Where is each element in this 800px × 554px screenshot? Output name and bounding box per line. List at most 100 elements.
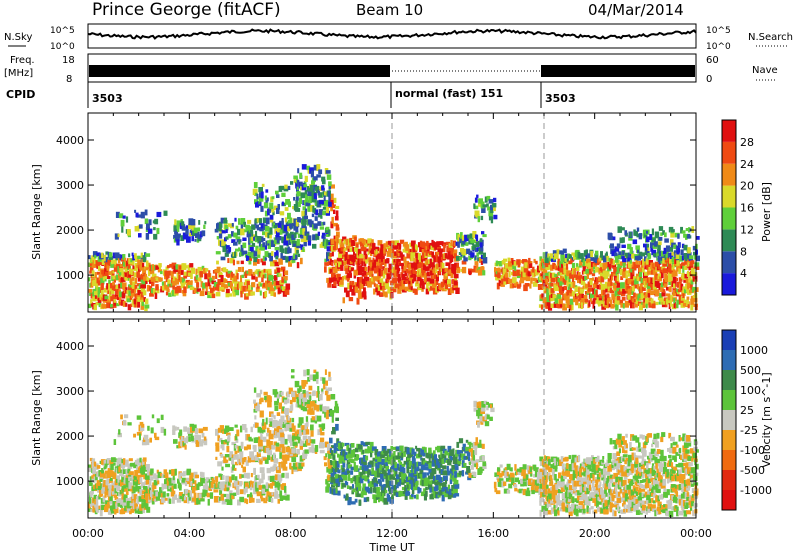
power-cell xyxy=(225,288,230,294)
velocity-cell xyxy=(309,374,314,380)
power-cell xyxy=(523,265,529,273)
velocity-cell xyxy=(398,452,402,456)
power-cell xyxy=(692,271,697,277)
power-cell xyxy=(470,238,473,244)
power-cell xyxy=(262,274,266,279)
velocity-cell xyxy=(496,468,501,475)
velocity-cell xyxy=(137,486,142,492)
velocity-cell xyxy=(103,459,108,467)
velocity-cell xyxy=(289,399,293,405)
velocity-cell xyxy=(447,484,450,492)
power-cell xyxy=(661,250,664,257)
velocity-cell xyxy=(548,496,552,504)
power-cell xyxy=(585,249,588,255)
power-cell xyxy=(305,202,310,207)
power-cell xyxy=(100,277,105,285)
power-cell xyxy=(590,257,595,261)
power-cell xyxy=(153,233,158,240)
power-cell xyxy=(445,262,450,266)
velocity-cell xyxy=(215,428,219,436)
velocity-cell xyxy=(277,498,280,504)
velocity-cell xyxy=(360,476,364,484)
power-cell xyxy=(328,195,332,203)
power-cell xyxy=(133,266,136,271)
power-cell xyxy=(678,277,683,282)
power-cell xyxy=(235,269,238,276)
velocity-cell xyxy=(140,473,144,478)
power-cell xyxy=(611,276,614,281)
power-cell xyxy=(296,220,299,227)
power-cell xyxy=(616,282,622,288)
power-cell xyxy=(557,278,562,283)
power-cell xyxy=(134,226,140,232)
velocity-cell xyxy=(259,410,264,418)
power-cell xyxy=(562,258,565,265)
power-cell xyxy=(433,271,437,275)
power-cell xyxy=(665,245,670,252)
power-cell xyxy=(608,303,612,308)
power-cell xyxy=(622,267,627,272)
power-cell xyxy=(98,301,102,308)
power-cell xyxy=(532,281,538,287)
power-cell xyxy=(287,226,290,232)
power-cell xyxy=(662,278,668,286)
power-cell xyxy=(317,231,320,236)
power-cell xyxy=(445,241,450,246)
power-cell xyxy=(111,287,116,291)
power-cell xyxy=(566,270,572,277)
velocity-cell xyxy=(141,494,146,500)
power-cell xyxy=(252,271,256,276)
power-cell xyxy=(695,287,699,292)
velocity-cell xyxy=(548,466,553,473)
power-cell xyxy=(135,268,138,272)
power-cell xyxy=(235,289,240,296)
power-cell xyxy=(618,255,623,259)
power-cell xyxy=(171,279,177,286)
power-cell xyxy=(125,287,128,294)
power-cell xyxy=(574,286,579,292)
velocity-cell xyxy=(440,451,443,458)
velocity-cell xyxy=(198,493,202,499)
power-cell xyxy=(217,279,221,285)
power-cell xyxy=(385,241,389,248)
velocity-cell xyxy=(222,475,225,480)
power-cell xyxy=(583,269,586,275)
power-cell xyxy=(617,226,622,233)
velocity-cell xyxy=(328,467,333,474)
power-cell xyxy=(616,287,622,294)
power-cell xyxy=(240,260,244,265)
velocity-cell xyxy=(222,430,225,434)
power-cell xyxy=(141,291,144,298)
power-cell xyxy=(661,272,664,279)
power-cell xyxy=(430,274,433,280)
power-cell xyxy=(90,299,93,304)
power-cell xyxy=(215,291,221,297)
power-cell xyxy=(277,287,282,294)
power-cell xyxy=(312,205,315,213)
velocity-cell xyxy=(409,495,414,500)
velocity-cell xyxy=(454,483,460,489)
velocity-cell xyxy=(466,451,471,457)
power-cell xyxy=(607,297,611,302)
power-cell xyxy=(432,283,437,288)
power-cell xyxy=(366,248,369,252)
velocity-cell xyxy=(194,434,199,440)
velocity-cell xyxy=(122,465,125,471)
power-cell xyxy=(640,286,644,293)
power-cell xyxy=(599,294,603,299)
power-cell xyxy=(143,272,146,277)
velocity-cell xyxy=(92,505,96,513)
power-cell xyxy=(416,280,419,284)
power-cell xyxy=(105,251,109,255)
velocity-cell xyxy=(356,475,360,482)
power-cell xyxy=(613,266,618,274)
velocity-cell xyxy=(207,498,210,506)
power-cell xyxy=(683,233,688,238)
power-cell xyxy=(520,266,525,272)
power-cell xyxy=(165,276,169,283)
velocity-cell xyxy=(539,472,543,478)
power-cell xyxy=(376,265,380,273)
velocity-cell xyxy=(183,437,189,444)
power-cell xyxy=(360,276,364,283)
